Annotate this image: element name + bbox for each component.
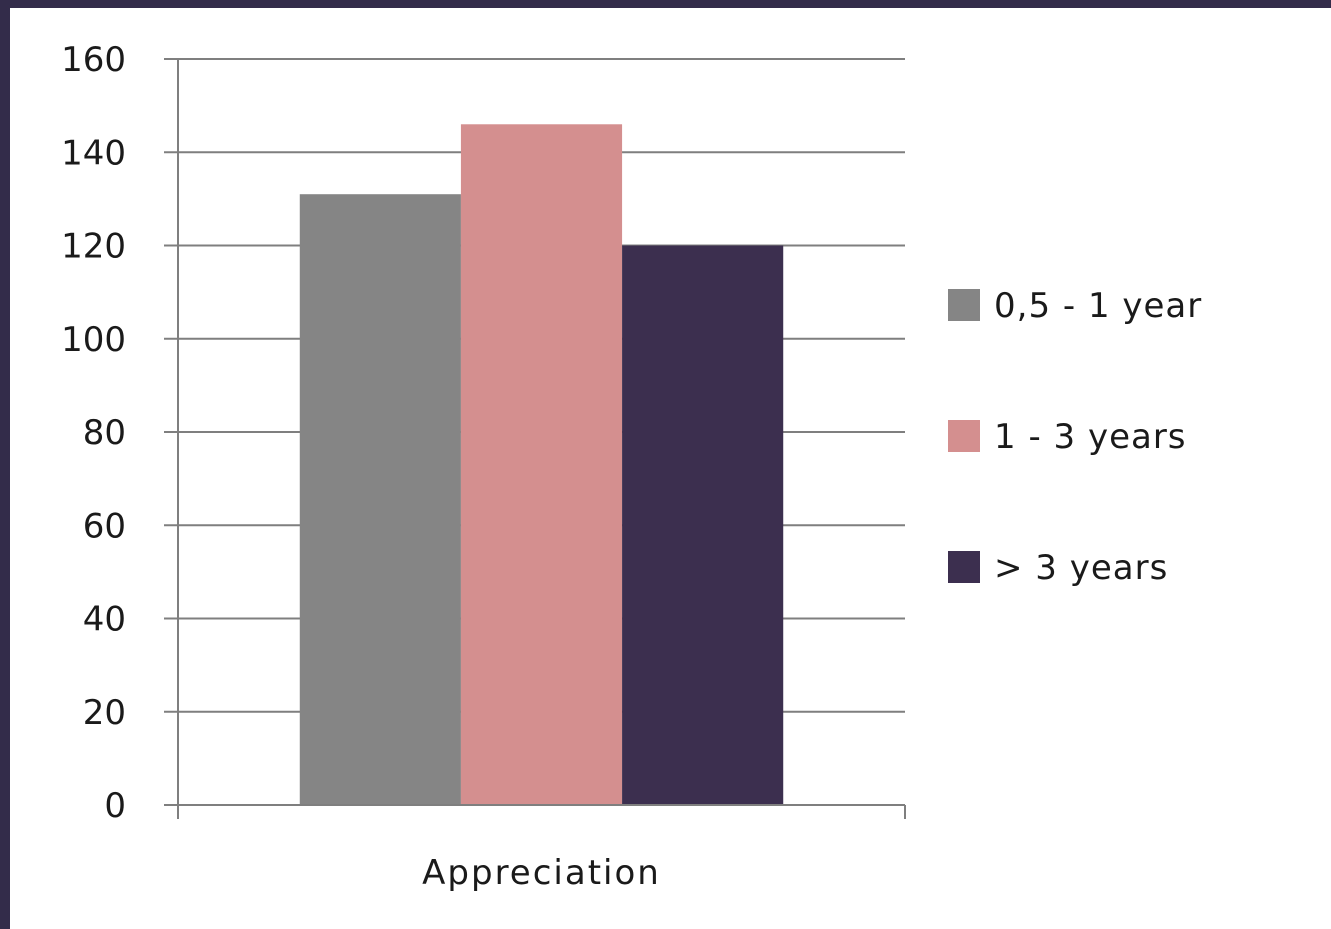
y-tick-label: 100 [61, 320, 126, 360]
y-tick-label: 0 [104, 786, 126, 826]
bar-0-5-1-year [299, 194, 461, 805]
y-tick-label: 120 [61, 227, 126, 267]
legend-swatch [948, 420, 980, 452]
legend-item[interactable]: 1 - 3 years [948, 417, 1187, 457]
y-tick-label: 160 [61, 40, 126, 80]
bar-3-years [622, 245, 784, 805]
axes [164, 58, 906, 819]
legend-label: 1 - 3 years [994, 417, 1187, 457]
y-tick-label: 60 [83, 506, 126, 546]
legend[interactable]: 0,5 - 1 year 1 - 3 years > 3 years [948, 286, 1202, 588]
legend-swatch [948, 289, 980, 321]
x-category-label: Appreciation [422, 853, 661, 893]
bars [299, 124, 784, 805]
legend-label: 0,5 - 1 year [994, 286, 1202, 326]
y-tick-label: 140 [61, 133, 126, 173]
legend-item[interactable]: 0,5 - 1 year [948, 286, 1202, 326]
x-category-labels: Appreciation [422, 853, 661, 893]
legend-swatch [948, 551, 980, 583]
y-tick-label: 20 [83, 693, 126, 733]
y-tick-labels: 0 20 40 60 80 100 120 140 160 [61, 40, 126, 826]
legend-label: > 3 years [994, 548, 1168, 588]
y-tick-label: 80 [83, 413, 126, 453]
y-tick-label: 40 [83, 600, 126, 640]
legend-item[interactable]: > 3 years [948, 548, 1168, 588]
bar-1-3-years [460, 124, 623, 805]
